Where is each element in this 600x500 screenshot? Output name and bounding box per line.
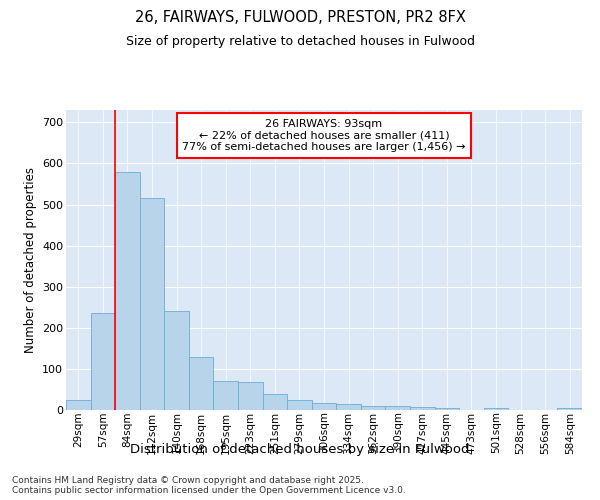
Bar bbox=[361, 406, 385, 410]
Bar bbox=[189, 358, 214, 410]
Bar bbox=[115, 172, 140, 410]
Text: 26, FAIRWAYS, FULWOOD, PRESTON, PR2 8FX: 26, FAIRWAYS, FULWOOD, PRESTON, PR2 8FX bbox=[134, 10, 466, 25]
Bar bbox=[91, 312, 115, 410]
Text: 26 FAIRWAYS: 93sqm
← 22% of detached houses are smaller (411)
77% of semi-detach: 26 FAIRWAYS: 93sqm ← 22% of detached hou… bbox=[182, 119, 466, 152]
Text: Distribution of detached houses by size in Fulwood: Distribution of detached houses by size … bbox=[130, 444, 470, 456]
Bar bbox=[312, 402, 336, 410]
Bar bbox=[287, 400, 312, 410]
Bar bbox=[434, 408, 459, 410]
Y-axis label: Number of detached properties: Number of detached properties bbox=[23, 167, 37, 353]
Text: Size of property relative to detached houses in Fulwood: Size of property relative to detached ho… bbox=[125, 35, 475, 48]
Bar bbox=[336, 404, 361, 410]
Bar bbox=[484, 408, 508, 410]
Bar bbox=[385, 406, 410, 410]
Bar bbox=[66, 400, 91, 410]
Bar bbox=[164, 310, 189, 410]
Bar bbox=[410, 407, 434, 410]
Bar bbox=[214, 381, 238, 410]
Text: Contains HM Land Registry data © Crown copyright and database right 2025.
Contai: Contains HM Land Registry data © Crown c… bbox=[12, 476, 406, 495]
Bar bbox=[557, 408, 582, 410]
Bar bbox=[140, 198, 164, 410]
Bar bbox=[263, 394, 287, 410]
Bar bbox=[238, 382, 263, 410]
